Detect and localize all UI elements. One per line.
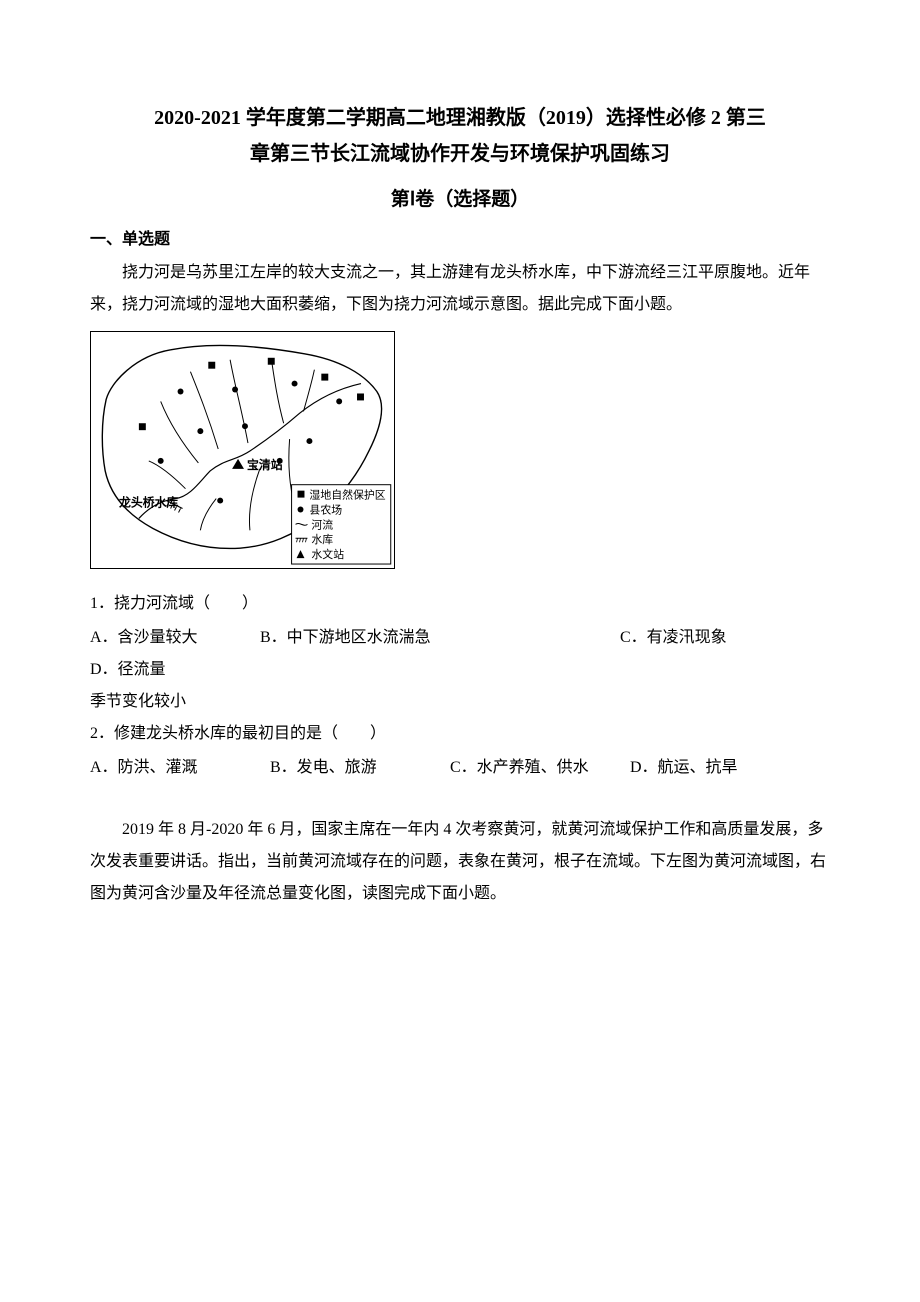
q1-stem: 1．挠力河流域（ ）: [90, 588, 830, 620]
marker-farm: [197, 428, 203, 434]
q1-option-d: D．径流量: [90, 654, 166, 686]
river-trib-3: [230, 360, 248, 443]
marker-farm: [306, 438, 312, 444]
marker-reserve: [139, 423, 146, 430]
river-trib-5: [303, 370, 314, 412]
river-trib-8: [200, 499, 216, 531]
legend-label: 湿地自然保护区: [309, 488, 385, 502]
marker-reserve: [321, 374, 328, 381]
marker-reserve: [357, 393, 364, 400]
marker-reserve: [208, 362, 215, 369]
legend-label: 水库: [311, 533, 333, 546]
q2-options: A．防洪、灌溉 B．发电、旅游 C．水产养殖、供水 D．航运、抗旱: [90, 752, 830, 784]
q1-options: A．含沙量较大 B．中下游地区水流湍急 C．有凌汛现象 D．径流量: [90, 622, 830, 686]
marker-farm: [232, 387, 238, 393]
river-trib-6: [249, 469, 259, 530]
legend-label: 县农场: [309, 502, 342, 516]
q2-option-d: D．航运、抗旱: [630, 752, 738, 784]
marker-farm: [292, 381, 298, 387]
q1-option-b: B．中下游地区水流湍急: [260, 622, 480, 654]
label-baoqing: 宝清站: [247, 458, 283, 472]
marker-farm: [158, 458, 164, 464]
river-trib-2: [190, 372, 218, 449]
label-longtou: 龙头桥水库: [118, 496, 178, 510]
river-trib-9: [149, 461, 186, 489]
legend-dot-icon: [298, 507, 304, 513]
legend-square-icon: [298, 491, 305, 498]
part-subtitle: 第Ⅰ卷（选择题）: [90, 184, 830, 211]
q2-option-c: C．水产养殖、供水: [450, 752, 630, 784]
q2-option-a: A．防洪、灌溉: [90, 752, 270, 784]
river-trib-4: [272, 362, 284, 423]
q1-wrap-tail: 季节变化较小: [90, 686, 830, 718]
river-trib-1: [161, 401, 199, 462]
q1-option-c: C．有凌汛现象: [620, 622, 770, 654]
marker-farm: [178, 389, 184, 395]
doc-title-line-1: 2020-2021 学年度第二学期高二地理湘教版（2019）选择性必修 2 第三: [90, 100, 830, 136]
marker-station-baoqing: [232, 459, 244, 469]
q2-option-b: B．发电、旅游: [270, 752, 450, 784]
marker-farm: [242, 423, 248, 429]
passage-2: 2019 年 8 月-2020 年 6 月，国家主席在一年内 4 次考察黄河，就…: [90, 814, 830, 910]
q1-option-a: A．含沙量较大: [90, 622, 260, 654]
passage-1: 挠力河是乌苏里江左岸的较大支流之一，其上游建有龙头桥水库，中下游流经三江平原腹地…: [90, 257, 830, 321]
map-svg: 宝清站 龙头桥水库 湿地自然保护区 县农场 河流 水库: [90, 331, 395, 569]
legend-label: 河流: [311, 517, 333, 531]
marker-farm: [217, 498, 223, 504]
map-figure: 宝清站 龙头桥水库 湿地自然保护区 县农场 河流 水库: [90, 331, 830, 574]
marker-farm: [336, 398, 342, 404]
section-header: 一、单选题: [90, 225, 830, 249]
doc-title-line-2: 章第三节长江流域协作开发与环境保护巩固练习: [90, 136, 830, 172]
q2-stem: 2．修建龙头桥水库的最初目的是（ ）: [90, 718, 830, 750]
spacer: [90, 784, 830, 814]
marker-reserve: [268, 358, 275, 365]
legend-label: 水文站: [311, 547, 344, 561]
